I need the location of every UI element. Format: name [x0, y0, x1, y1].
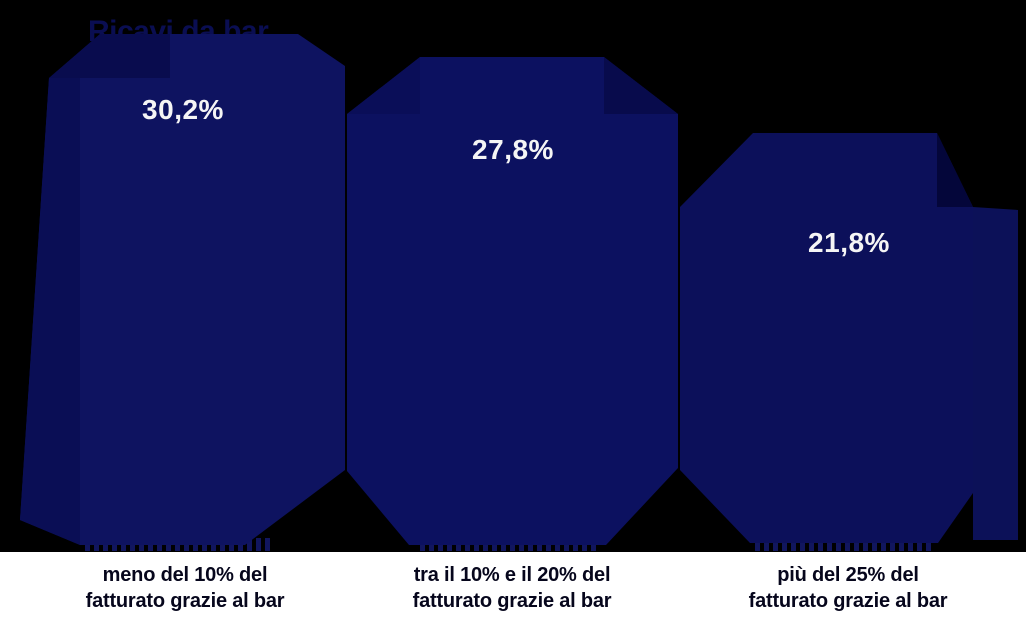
value-label-bar-3: 21,8%: [808, 227, 890, 258]
value-label-bar-2: 27,8%: [472, 134, 554, 165]
category-label-2: tra il 10% e il 20% del fatturato grazie…: [342, 562, 682, 614]
category-label-1: meno del 10% del fatturato grazie al bar: [15, 562, 355, 614]
category-label-3-line-2: fatturato grazie al bar: [748, 590, 948, 612]
category-label-2-line-2: fatturato grazie al bar: [412, 590, 612, 612]
category-label-2-line-1: tra il 10% e il 20% del: [413, 564, 611, 586]
category-label-3-line-1: più del 25% del: [777, 564, 919, 586]
category-label-strip: meno del 10% del fatturato grazie al bar…: [0, 552, 1026, 644]
value-label-bar-1: 30,2%: [142, 94, 224, 125]
category-label-1-line-2: fatturato grazie al bar: [85, 590, 285, 612]
category-label-3: più del 25% del fatturato grazie al bar: [678, 562, 1018, 614]
category-label-1-line-1: meno del 10% del: [102, 564, 268, 586]
